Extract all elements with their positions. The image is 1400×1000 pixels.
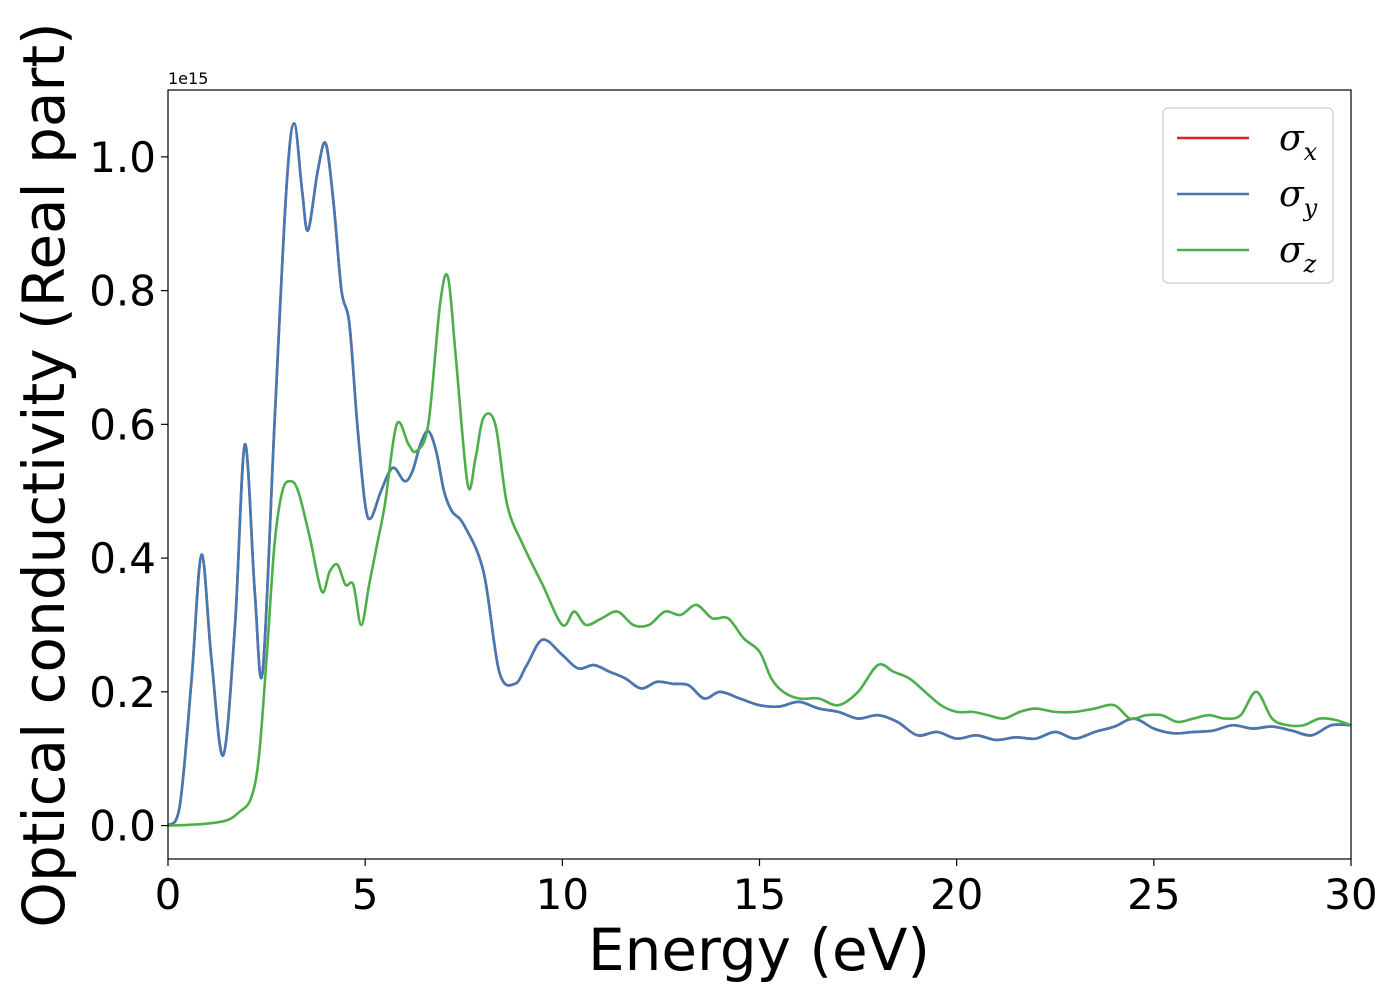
y-tick-label: 0.6 — [89, 400, 156, 449]
x-tick-label: 25 — [1127, 870, 1180, 919]
legend-label-z: σz — [1279, 230, 1317, 278]
series-line-z — [168, 272, 1351, 827]
series-line-y — [168, 122, 1351, 827]
legend: σx σy σz — [1162, 107, 1334, 284]
y-tick-label: 0.0 — [89, 802, 156, 851]
x-tick-label: 20 — [930, 870, 983, 919]
x-tick-label: 30 — [1324, 870, 1377, 919]
y-tick-label: 0.8 — [89, 267, 156, 316]
y-tick-label: 0.4 — [89, 534, 156, 583]
x-tick-label: 10 — [536, 870, 589, 919]
x-axis-title: Energy (eV) — [588, 916, 930, 984]
axes-layer: 0 5 10 15 20 25 30 0.0 0.2 0.4 0.6 0.8 1.0 — [89, 133, 1378, 919]
legend-box — [1162, 107, 1334, 284]
y-axis-title: Optical conductivity (Real part) — [10, 22, 78, 927]
legend-label-y: σy — [1279, 174, 1318, 222]
x-tick-label: 5 — [352, 870, 379, 919]
y-offset-label: 1e15 — [168, 69, 208, 88]
legend-label-x: σx — [1279, 118, 1318, 166]
y-tick-label: 0.2 — [89, 668, 156, 717]
plot-frame — [167, 89, 1352, 860]
series-layer — [168, 122, 1351, 827]
x-tick-label: 15 — [733, 870, 786, 919]
plot-area — [168, 90, 1351, 859]
x-tick-label: 0 — [155, 870, 182, 919]
y-tick-label: 1.0 — [89, 133, 156, 182]
